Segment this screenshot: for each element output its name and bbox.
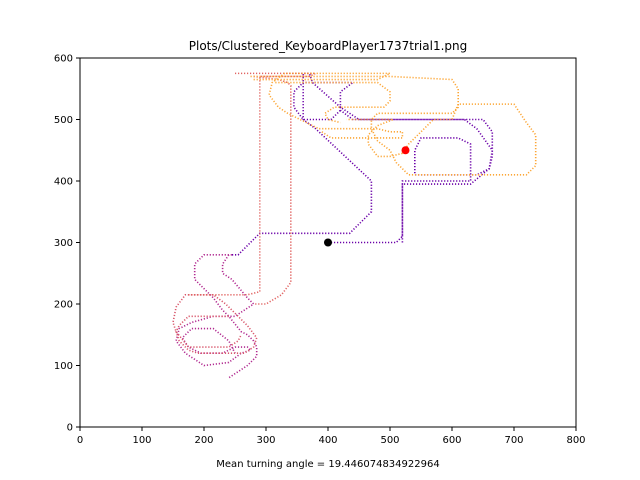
- end-point-marker: [401, 146, 410, 155]
- x-tick-label: 100: [132, 435, 151, 446]
- x-tick-label: 200: [194, 435, 213, 446]
- x-tick-label: 800: [566, 435, 585, 446]
- x-axis-label: Mean turning angle = 19.446074834922964: [216, 459, 439, 470]
- trajectory-series-8: [253, 72, 404, 139]
- plot-series: [172, 72, 537, 379]
- x-tick-label: 300: [256, 435, 275, 446]
- trajectory-series-3: [175, 254, 255, 367]
- chart-title: Plots/Clustered_KeyboardPlayer1737trial1…: [189, 39, 467, 53]
- x-tick-label: 500: [380, 435, 399, 446]
- y-tick-label: 0: [67, 423, 73, 434]
- y-tick-label: 300: [54, 238, 73, 249]
- y-tick-label: 500: [54, 115, 73, 126]
- x-tick-label: 600: [442, 435, 461, 446]
- start-point-marker: [324, 238, 332, 247]
- x-tick-label: 400: [318, 435, 337, 446]
- x-tick-label: 700: [504, 435, 523, 446]
- trajectory-series-9: [275, 81, 391, 124]
- trajectory-series-0: [293, 81, 494, 244]
- y-tick-label: 600: [54, 54, 73, 65]
- x-tick-label: 0: [77, 435, 83, 446]
- trajectory-series-7: [250, 75, 537, 176]
- y-tick-label: 200: [54, 300, 73, 311]
- x-axis: 0 100 200 300 400 500 600 700 800: [77, 427, 586, 446]
- trajectory-series-4: [172, 293, 258, 355]
- y-tick-label: 400: [54, 177, 73, 188]
- y-axis: 0 100 200 300 400 500 600: [54, 54, 80, 434]
- trajectory-series-2: [193, 254, 258, 379]
- trajectory-series-1: [231, 72, 494, 256]
- trajectory-series-5: [188, 72, 316, 296]
- y-tick-label: 100: [54, 361, 73, 372]
